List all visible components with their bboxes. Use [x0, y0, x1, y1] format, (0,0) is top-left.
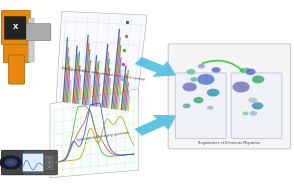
Polygon shape [63, 37, 68, 102]
Polygon shape [3, 11, 29, 62]
Circle shape [197, 74, 215, 85]
Polygon shape [127, 96, 130, 111]
FancyBboxPatch shape [1, 10, 30, 45]
Polygon shape [74, 53, 78, 104]
Polygon shape [105, 68, 111, 108]
Polygon shape [125, 82, 129, 111]
Circle shape [198, 64, 205, 69]
Text: X: X [12, 24, 18, 30]
Circle shape [245, 68, 256, 75]
Polygon shape [121, 66, 126, 110]
Polygon shape [116, 69, 122, 110]
Polygon shape [108, 88, 111, 108]
Polygon shape [96, 74, 100, 107]
Polygon shape [134, 115, 176, 136]
Polygon shape [93, 63, 98, 106]
Polygon shape [98, 93, 101, 107]
Polygon shape [69, 89, 72, 103]
FancyBboxPatch shape [22, 153, 44, 172]
Circle shape [248, 97, 258, 103]
Polygon shape [65, 57, 70, 103]
Polygon shape [83, 43, 90, 105]
FancyBboxPatch shape [23, 154, 43, 171]
Circle shape [190, 77, 198, 82]
Polygon shape [72, 46, 78, 104]
Polygon shape [75, 51, 80, 104]
Polygon shape [56, 11, 147, 117]
Polygon shape [78, 75, 81, 104]
Polygon shape [103, 52, 109, 108]
Circle shape [182, 82, 197, 92]
FancyBboxPatch shape [4, 16, 26, 39]
Circle shape [242, 111, 249, 115]
Polygon shape [126, 91, 130, 111]
FancyBboxPatch shape [26, 24, 51, 41]
Circle shape [252, 102, 263, 110]
FancyBboxPatch shape [231, 73, 282, 139]
Circle shape [4, 158, 17, 167]
Polygon shape [135, 57, 176, 77]
Polygon shape [107, 78, 111, 108]
Polygon shape [115, 57, 122, 109]
Polygon shape [111, 29, 120, 109]
Polygon shape [112, 37, 121, 109]
Text: Regularities of Elements Migration: Regularities of Elements Migration [198, 141, 260, 145]
Circle shape [252, 75, 265, 84]
Circle shape [243, 67, 251, 72]
Polygon shape [87, 74, 91, 106]
Circle shape [186, 69, 196, 75]
FancyBboxPatch shape [44, 154, 55, 171]
Polygon shape [89, 84, 92, 106]
Circle shape [48, 157, 51, 159]
Polygon shape [114, 45, 121, 109]
Text: hyperspectral imaging spectrum: hyperspectral imaging spectrum [76, 130, 129, 142]
Circle shape [193, 97, 204, 104]
Polygon shape [97, 83, 101, 107]
Polygon shape [86, 60, 91, 105]
Text: Semi-quantitative measurement of element content: Semi-quantitative measurement of element… [61, 66, 145, 81]
Circle shape [232, 81, 250, 93]
Circle shape [249, 111, 258, 116]
Polygon shape [68, 80, 71, 103]
Polygon shape [79, 87, 82, 105]
Polygon shape [122, 74, 127, 110]
Polygon shape [50, 89, 138, 178]
Circle shape [0, 155, 22, 170]
Polygon shape [101, 44, 108, 108]
FancyBboxPatch shape [1, 150, 57, 175]
Polygon shape [85, 49, 91, 105]
Polygon shape [94, 61, 100, 107]
FancyBboxPatch shape [1, 150, 23, 175]
Polygon shape [91, 55, 97, 106]
Polygon shape [123, 70, 129, 111]
Circle shape [183, 103, 191, 108]
FancyBboxPatch shape [28, 18, 34, 62]
FancyBboxPatch shape [168, 44, 290, 149]
Polygon shape [104, 59, 110, 108]
Polygon shape [118, 84, 122, 110]
Polygon shape [67, 66, 71, 103]
Polygon shape [64, 47, 69, 102]
Circle shape [48, 161, 51, 164]
Circle shape [207, 105, 214, 110]
FancyBboxPatch shape [9, 55, 25, 84]
Circle shape [9, 161, 13, 164]
Polygon shape [76, 65, 81, 104]
FancyBboxPatch shape [175, 73, 226, 139]
Circle shape [48, 166, 51, 168]
Circle shape [211, 67, 221, 73]
Circle shape [207, 88, 220, 97]
Polygon shape [82, 35, 89, 105]
